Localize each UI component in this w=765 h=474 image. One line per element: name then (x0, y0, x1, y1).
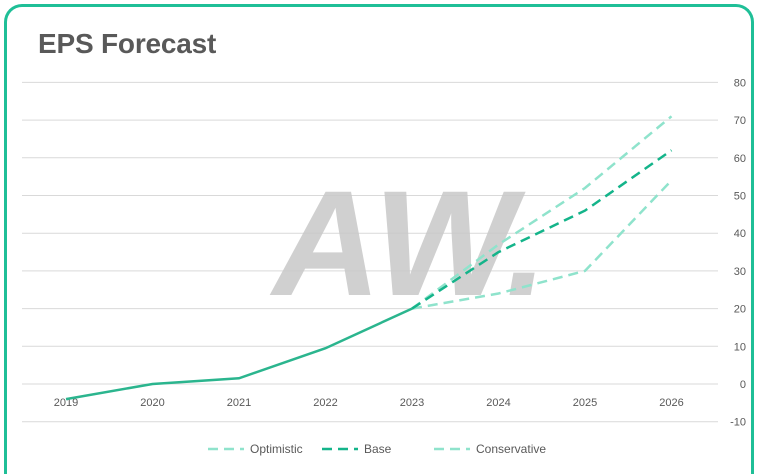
y-tick-label: 40 (734, 228, 746, 240)
y-tick-label: 50 (734, 191, 746, 203)
watermark-logo: AW. (260, 160, 565, 328)
legend-label-optimistic: Optimistic (250, 442, 303, 456)
y-tick-label: 70 (734, 115, 746, 127)
y-tick-label: 80 (734, 77, 746, 89)
x-tick-label: 2023 (400, 397, 424, 409)
y-tick-label: 0 (740, 379, 746, 391)
y-tick-label: 60 (734, 153, 746, 165)
chart-title: EPS Forecast (38, 28, 217, 59)
x-tick-label: 2020 (140, 397, 164, 409)
series-line-actual (65, 307, 413, 401)
series-line-base (411, 149, 673, 310)
y-tick-label: 20 (734, 304, 746, 316)
series-line-optimistic (411, 115, 673, 310)
x-tick-label: 2026 (659, 397, 683, 409)
legend-label-base: Base (364, 442, 392, 456)
y-tick-label: 30 (734, 266, 746, 278)
x-tick-label: 2021 (227, 397, 251, 409)
y-tick-label: 10 (734, 341, 746, 353)
y-tick-label: -10 (730, 417, 746, 429)
legend-label-conservative: Conservative (476, 442, 546, 456)
x-tick-label: 2024 (486, 397, 510, 409)
series-line-conservative (411, 179, 673, 310)
x-tick-label: 2025 (573, 397, 597, 409)
x-tick-label: 2022 (313, 397, 337, 409)
x-tick-label: 2019 (54, 397, 78, 409)
